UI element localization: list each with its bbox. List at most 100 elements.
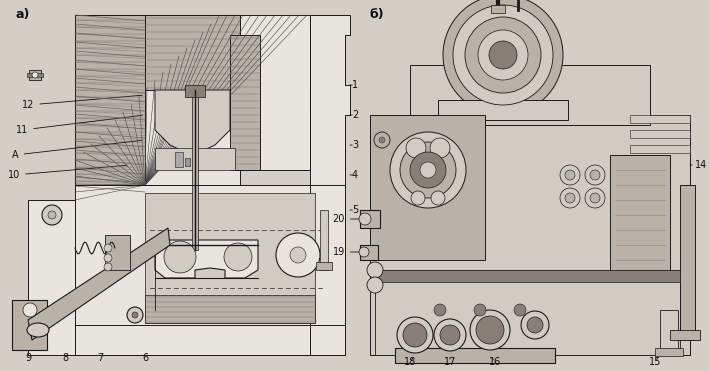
- Bar: [105, 235, 130, 270]
- Circle shape: [470, 310, 510, 350]
- Circle shape: [443, 0, 563, 115]
- Circle shape: [374, 132, 390, 148]
- Circle shape: [104, 254, 112, 262]
- Circle shape: [476, 316, 504, 344]
- Bar: [360, 210, 380, 228]
- Circle shape: [440, 325, 460, 345]
- Polygon shape: [75, 185, 345, 355]
- Text: а): а): [15, 8, 29, 21]
- Circle shape: [48, 211, 56, 219]
- Text: 7: 7: [97, 353, 103, 363]
- Circle shape: [434, 304, 446, 316]
- Text: 12: 12: [22, 95, 143, 110]
- Circle shape: [514, 304, 526, 316]
- Bar: [145, 295, 315, 323]
- Circle shape: [420, 162, 436, 178]
- Circle shape: [430, 138, 450, 158]
- Text: 1: 1: [350, 80, 358, 90]
- Circle shape: [23, 303, 37, 317]
- Circle shape: [431, 191, 445, 205]
- Text: 4: 4: [350, 170, 358, 180]
- Circle shape: [379, 137, 385, 143]
- Text: 20: 20: [333, 214, 367, 224]
- Text: 19: 19: [333, 247, 365, 257]
- Circle shape: [32, 72, 38, 78]
- Text: 10: 10: [8, 165, 127, 180]
- Circle shape: [164, 241, 196, 273]
- Bar: [610, 155, 670, 285]
- Circle shape: [590, 170, 600, 180]
- Bar: [630, 145, 690, 153]
- Circle shape: [560, 165, 580, 185]
- Circle shape: [367, 262, 383, 278]
- Text: б): б): [370, 8, 384, 21]
- Circle shape: [127, 307, 143, 323]
- Bar: [175, 152, 183, 167]
- Bar: [155, 148, 235, 170]
- Circle shape: [400, 142, 456, 198]
- Bar: [410, 65, 650, 125]
- Bar: [12, 300, 47, 350]
- Polygon shape: [230, 35, 260, 170]
- Circle shape: [397, 317, 433, 353]
- Bar: [655, 348, 683, 356]
- Text: 11: 11: [16, 115, 143, 135]
- Polygon shape: [145, 15, 240, 90]
- Bar: [145, 193, 315, 323]
- Bar: [316, 262, 332, 270]
- Bar: [491, 5, 505, 13]
- Polygon shape: [310, 15, 350, 355]
- Bar: [670, 330, 700, 340]
- Circle shape: [474, 304, 486, 316]
- Text: 5: 5: [350, 205, 358, 215]
- Text: 15: 15: [649, 357, 661, 367]
- Bar: [320, 210, 328, 270]
- Circle shape: [359, 247, 369, 257]
- Polygon shape: [680, 185, 695, 340]
- Polygon shape: [155, 240, 258, 278]
- Bar: [630, 115, 690, 123]
- Bar: [27, 73, 43, 77]
- Bar: [375, 270, 680, 282]
- Bar: [630, 130, 690, 138]
- Polygon shape: [75, 15, 145, 185]
- Text: 9: 9: [25, 353, 31, 363]
- Text: 16: 16: [489, 357, 501, 367]
- Circle shape: [224, 243, 252, 271]
- Bar: [375, 270, 680, 355]
- Text: 17: 17: [444, 357, 456, 367]
- Bar: [360, 0, 709, 371]
- Circle shape: [521, 311, 549, 339]
- Bar: [360, 245, 378, 260]
- Circle shape: [290, 247, 306, 263]
- Bar: [395, 348, 555, 363]
- Circle shape: [42, 205, 62, 225]
- Circle shape: [390, 132, 466, 208]
- Bar: [438, 100, 568, 120]
- Bar: [660, 310, 678, 355]
- Polygon shape: [75, 15, 345, 185]
- Text: 6: 6: [142, 353, 148, 363]
- Polygon shape: [28, 228, 170, 340]
- Bar: [0, 0, 360, 371]
- Bar: [29, 70, 41, 80]
- Text: 3: 3: [350, 140, 358, 150]
- Text: 18: 18: [404, 357, 416, 367]
- Circle shape: [565, 170, 575, 180]
- Circle shape: [489, 41, 517, 69]
- Circle shape: [276, 233, 320, 277]
- Circle shape: [453, 5, 553, 105]
- Bar: [192, 90, 198, 250]
- Circle shape: [367, 277, 383, 293]
- Circle shape: [478, 30, 528, 80]
- Circle shape: [434, 319, 466, 351]
- Circle shape: [411, 191, 425, 205]
- Text: 14: 14: [690, 160, 708, 170]
- Ellipse shape: [27, 323, 49, 337]
- Bar: [185, 158, 190, 166]
- Circle shape: [527, 317, 543, 333]
- Text: A: A: [12, 140, 143, 160]
- Bar: [370, 115, 690, 355]
- Circle shape: [104, 263, 112, 271]
- Circle shape: [410, 152, 446, 188]
